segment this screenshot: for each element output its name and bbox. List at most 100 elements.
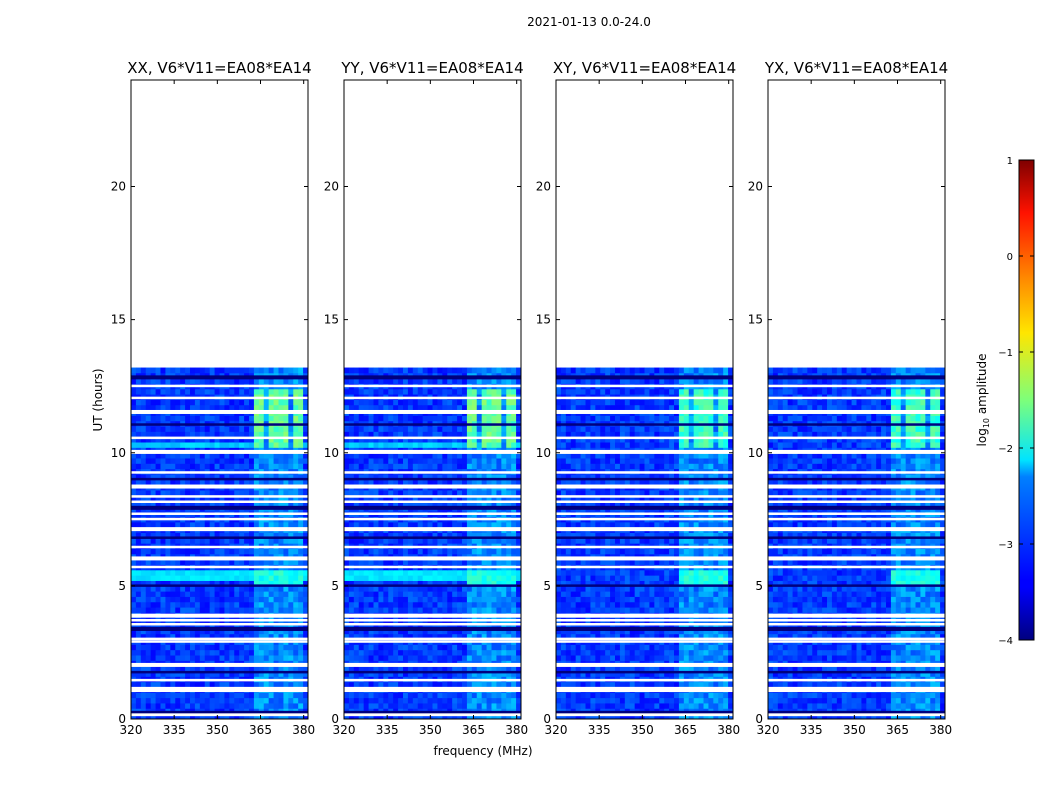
heatmap-cell: [288, 537, 294, 544]
heatmap-cell: [462, 426, 468, 432]
heatmap-cell: [298, 713, 304, 719]
heatmap-cell: [383, 548, 389, 555]
heatmap-cell: [407, 495, 414, 502]
heatmap-cell: [501, 569, 507, 576]
heatmap-cell: [481, 388, 487, 395]
heatmap-cell: [348, 591, 355, 597]
heatmap-cell: [278, 703, 284, 709]
heatmap-cell: [214, 591, 220, 597]
heatmap-cell: [170, 601, 176, 608]
heatmap-cell: [344, 442, 350, 448]
heatmap-cell: [244, 703, 250, 709]
heatmap-cell: [462, 431, 468, 438]
heatmap-cell: [432, 431, 438, 438]
heatmap-cell: [170, 580, 176, 587]
heatmap-cell: [288, 463, 294, 470]
heatmap-cell: [165, 388, 171, 395]
heatmap-cell: [476, 628, 483, 635]
heatmap-cell: [378, 628, 384, 635]
heatmap-cell: [491, 692, 497, 699]
heatmap-cell: [249, 623, 255, 629]
heatmap-cell: [403, 500, 409, 507]
heatmap-cell: [437, 655, 443, 661]
heatmap-cell: [209, 463, 215, 470]
heatmap-cell: [180, 607, 186, 613]
heatmap-cell: [229, 521, 235, 528]
heatmap-cell: [501, 585, 507, 592]
heatmap-cell: [373, 399, 379, 406]
heatmap-cell: [298, 367, 304, 374]
heatmap-cell: [693, 703, 699, 709]
heatmap-cell: [427, 388, 433, 395]
heatmap-cell: [234, 500, 240, 507]
heatmap-cell: [368, 490, 374, 496]
heatmap-cell: [234, 559, 240, 565]
heatmap-cell: [516, 404, 521, 411]
heatmap-cell: [180, 399, 186, 406]
heatmap-cell: [209, 596, 215, 603]
heatmap-cell: [432, 404, 438, 411]
heatmap-cell: [239, 580, 245, 587]
heatmap-cell: [293, 607, 299, 613]
blank-row: [131, 584, 308, 587]
heatmap-cell: [674, 713, 680, 719]
heatmap-cell: [219, 495, 225, 502]
heatmap-cell: [501, 426, 507, 432]
heatmap-cell: [407, 580, 414, 587]
y-tick-label: 0: [331, 712, 339, 726]
heatmap-cell: [491, 703, 497, 709]
heatmap-cell: [150, 692, 156, 699]
heatmap-cell: [185, 607, 191, 613]
heatmap-cell: [249, 591, 255, 597]
heatmap-cell: [214, 500, 220, 507]
heatmap-cell: [180, 692, 186, 699]
heatmap-cell: [491, 671, 497, 677]
heatmap-cell: [466, 537, 473, 544]
heatmap-cell: [496, 404, 502, 411]
heatmap-cell: [185, 479, 191, 486]
heatmap-cell: [239, 431, 245, 438]
heatmap-cell: [471, 591, 478, 597]
heatmap-cell: [511, 521, 517, 528]
heatmap-cell: [486, 585, 492, 592]
heatmap-cell: [388, 628, 394, 635]
heatmap-cell: [244, 649, 250, 656]
heatmap-cell: [486, 644, 492, 651]
heatmap-cell: [224, 404, 230, 411]
heatmap-cell: [160, 596, 166, 603]
heatmap-cell: [407, 585, 414, 592]
heatmap-cell: [378, 490, 384, 496]
heatmap-cell: [511, 681, 517, 688]
heatmap-cell: [298, 404, 304, 411]
heatmap-cell: [437, 623, 443, 629]
heatmap-cell: [407, 463, 414, 470]
heatmap-cell: [481, 399, 487, 406]
heatmap-cell: [486, 378, 492, 384]
heatmap-cell: [135, 458, 142, 464]
blank-row: [344, 423, 521, 426]
heatmap-cell: [258, 649, 265, 656]
heatmap-cell: [422, 703, 428, 709]
heatmap-cell: [393, 697, 399, 704]
heatmap-cell: [383, 463, 389, 470]
heatmap-cell: [407, 404, 414, 411]
heatmap-cell: [457, 479, 463, 486]
heatmap-cell: [253, 404, 260, 411]
heatmap-cell: [278, 596, 284, 603]
blank-row: [344, 384, 521, 388]
heatmap-cell: [185, 521, 191, 528]
heatmap-cell: [481, 692, 487, 699]
heatmap-cell: [432, 703, 438, 709]
heatmap-cell: [388, 442, 394, 448]
heatmap-cell: [447, 490, 453, 496]
heatmap-cell: [422, 580, 428, 587]
heatmap-cell: [388, 655, 394, 661]
heatmap-cell: [175, 426, 181, 432]
heatmap-cell: [170, 458, 176, 464]
heatmap-cell: [624, 713, 631, 719]
heatmap-cell: [723, 713, 729, 719]
heatmap-cell: [491, 681, 497, 688]
heatmap-cell: [491, 537, 497, 544]
heatmap-cell: [194, 681, 201, 688]
heatmap-cell: [209, 532, 215, 539]
